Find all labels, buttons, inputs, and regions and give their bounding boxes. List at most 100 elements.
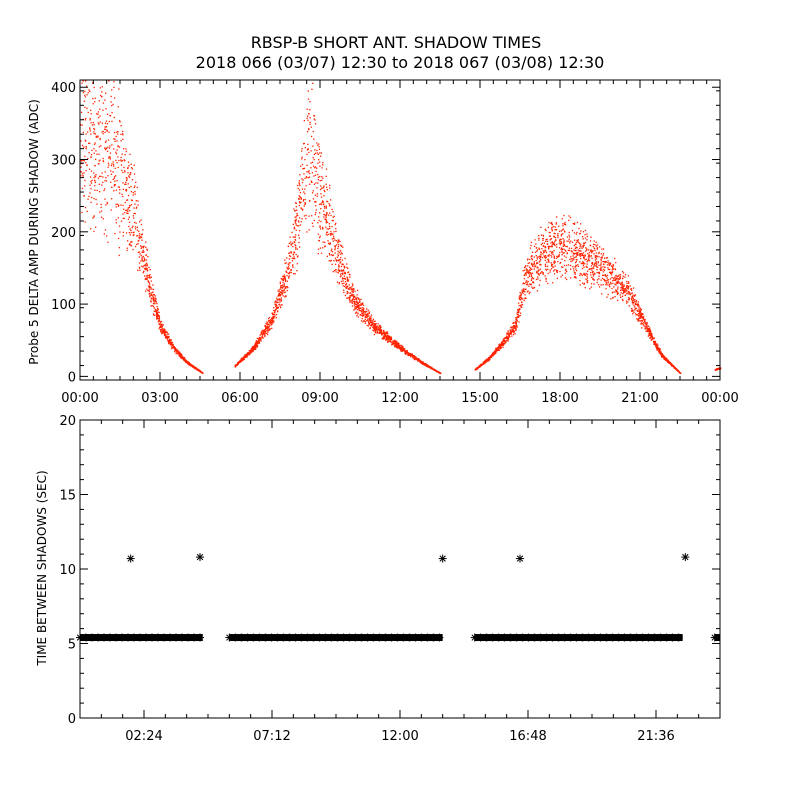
amp-data-point (284, 260, 285, 261)
amp-data-point (640, 308, 641, 309)
amp-data-point (129, 177, 130, 178)
amp-data-point (161, 324, 162, 325)
amp-data-point (295, 222, 296, 223)
amp-data-point (267, 332, 268, 333)
amp-data-point (624, 276, 625, 277)
amp-data-point (267, 322, 268, 323)
amp-data-point (311, 215, 312, 216)
amp-data-point (605, 274, 606, 275)
amp-data-point (604, 279, 605, 280)
amp-data-point (326, 176, 327, 177)
amp-data-point (612, 297, 613, 298)
amp-data-point (545, 258, 546, 259)
amp-data-point (289, 252, 290, 253)
amp-data-point (337, 257, 338, 258)
amp-data-point (409, 354, 410, 355)
amp-data-point (333, 238, 334, 239)
amp-data-point (82, 173, 83, 174)
amp-data-point (535, 252, 536, 253)
amp-data-point (338, 260, 339, 261)
amp-data-point (575, 253, 576, 254)
amp-data-point (128, 183, 129, 184)
amp-data-point (153, 313, 154, 314)
amp-data-point (129, 174, 130, 175)
amp-data-point (326, 212, 327, 213)
amp-data-point (108, 167, 109, 168)
amp-data-point (118, 106, 119, 107)
amp-data-point (508, 340, 509, 341)
amp-data-point (387, 339, 388, 340)
amp-data-point (658, 351, 659, 352)
amp-data-point (273, 307, 274, 308)
amp-data-point (607, 257, 608, 258)
amp-data-point (177, 350, 178, 351)
amp-data-point (516, 325, 517, 326)
amp-data-point (127, 213, 128, 214)
amp-data-point (104, 233, 105, 234)
amp-data-point (591, 287, 592, 288)
amp-data-point (612, 271, 613, 272)
amp-data-point (551, 264, 552, 265)
amp-data-point (601, 260, 602, 261)
amp-data-point (171, 342, 172, 343)
amp-data-point (559, 254, 560, 255)
amp-data-point (119, 187, 120, 188)
amp-data-point (273, 321, 274, 322)
amp-data-point (86, 133, 87, 134)
amp-data-point (110, 182, 111, 183)
amp-data-point (364, 313, 365, 314)
amp-data-point (354, 299, 355, 300)
amp-data-point (406, 350, 407, 351)
amp-data-point (114, 233, 115, 234)
amp-data-point (580, 230, 581, 231)
amp-data-point (91, 154, 92, 155)
amp-data-point (596, 242, 597, 243)
amp-data-point (85, 80, 86, 81)
amp-data-point (570, 277, 571, 278)
amp-data-point (547, 259, 548, 260)
amp-data-point (329, 226, 330, 227)
amp-data-point (177, 353, 178, 354)
amp-data-point (643, 319, 644, 320)
amp-data-point (540, 227, 541, 228)
amp-data-point (96, 137, 97, 138)
amp-data-point (576, 234, 577, 235)
amp-data-point (131, 199, 132, 200)
y-tick-label: 100 (51, 298, 76, 313)
amp-data-point (317, 196, 318, 197)
amp-data-point (141, 266, 142, 267)
amp-data-point (295, 210, 296, 211)
amp-data-point (585, 287, 586, 288)
amp-data-point (494, 351, 495, 352)
amp-data-point (154, 303, 155, 304)
amp-data-point (356, 301, 357, 302)
amp-data-point (519, 305, 520, 306)
amp-data-point (579, 280, 580, 281)
amp-data-point (134, 165, 135, 166)
amp-data-point (361, 311, 362, 312)
amp-data-point (110, 153, 111, 154)
amp-data-point (307, 144, 308, 145)
amp-data-point (81, 83, 82, 84)
amp-data-point (577, 222, 578, 223)
amp-data-point (528, 263, 529, 264)
amp-data-point (385, 339, 386, 340)
amp-data-point (85, 96, 86, 97)
amp-data-point (587, 263, 588, 264)
amp-data-point (113, 81, 114, 82)
amp-data-point (603, 271, 604, 272)
amp-data-point (587, 274, 588, 275)
amp-data-point (593, 244, 594, 245)
amp-data-point (86, 94, 87, 95)
amp-data-point (577, 253, 578, 254)
amp-data-point (503, 338, 504, 339)
amp-data-point (600, 265, 601, 266)
amp-data-point (111, 187, 112, 188)
amp-data-point (617, 300, 618, 301)
amp-data-point (326, 221, 327, 222)
amp-data-point (283, 280, 284, 281)
amp-data-point (280, 288, 281, 289)
amp-data-point (622, 300, 623, 301)
amp-data-point (95, 176, 96, 177)
amp-data-point (562, 249, 563, 250)
